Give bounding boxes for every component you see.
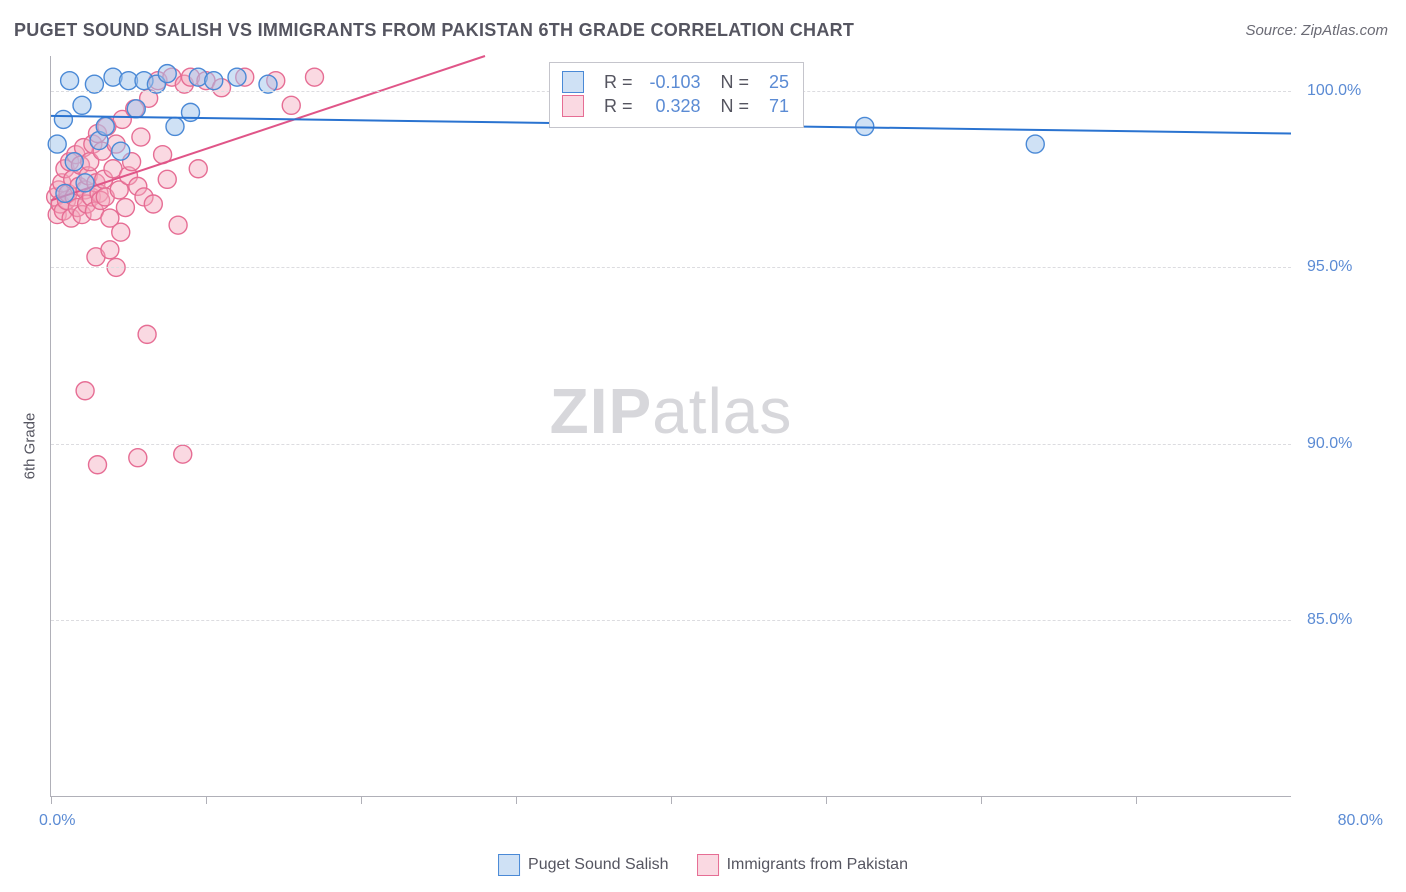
data-point	[96, 117, 114, 135]
data-point	[112, 142, 130, 160]
legend-label-1: Puget Sound Salish	[528, 856, 669, 873]
x-tick-mark	[206, 796, 207, 804]
y-tick-label: 90.0%	[1307, 435, 1377, 453]
data-point	[169, 216, 187, 234]
legend-item-2: Immigrants from Pakistan	[697, 854, 908, 876]
data-point	[1026, 135, 1044, 153]
n-label: N =	[721, 72, 750, 93]
data-point	[61, 72, 79, 90]
chart-title: PUGET SOUND SALISH VS IMMIGRANTS FROM PA…	[14, 20, 854, 41]
data-point	[205, 72, 223, 90]
x-tick-mark	[516, 796, 517, 804]
data-point	[73, 96, 91, 114]
data-point	[132, 128, 150, 146]
data-point	[306, 68, 324, 86]
y-tick-label: 85.0%	[1307, 611, 1377, 629]
legend-item-1: Puget Sound Salish	[498, 854, 669, 876]
x-tick-mark	[51, 796, 52, 804]
gridline-h	[51, 267, 1291, 268]
data-point	[138, 325, 156, 343]
data-point	[65, 153, 83, 171]
r-value: -0.103	[645, 72, 701, 93]
data-point	[48, 135, 66, 153]
stats-swatch	[562, 71, 584, 93]
data-point	[228, 68, 246, 86]
data-point	[76, 174, 94, 192]
legend-swatch-2	[697, 854, 719, 876]
x-tick-mark	[361, 796, 362, 804]
data-point	[158, 170, 176, 188]
y-tick-label: 95.0%	[1307, 258, 1377, 276]
legend-bottom: Puget Sound Salish Immigrants from Pakis…	[498, 854, 908, 876]
source-attribution: Source: ZipAtlas.com	[1245, 22, 1388, 39]
gridline-h	[51, 620, 1291, 621]
data-point	[56, 184, 74, 202]
x-tick-mark	[671, 796, 672, 804]
data-point	[166, 117, 184, 135]
x-axis-min-label: 0.0%	[39, 812, 75, 830]
stats-legend-row: R = 0.328 N = 71	[562, 95, 789, 117]
plot-area: ZIPatlas 0.0% 80.0% 85.0%90.0%95.0%100.0…	[50, 56, 1291, 797]
x-tick-mark	[1136, 796, 1137, 804]
r-value: 0.328	[645, 96, 701, 117]
data-point	[116, 199, 134, 217]
data-point	[189, 160, 207, 178]
legend-swatch-1	[498, 854, 520, 876]
n-value: 71	[761, 96, 789, 117]
n-label: N =	[721, 96, 750, 117]
data-point	[174, 445, 192, 463]
stats-legend-row: R = -0.103 N = 25	[562, 71, 789, 93]
gridline-h	[51, 444, 1291, 445]
data-point	[282, 96, 300, 114]
data-point	[54, 110, 72, 128]
data-point	[112, 223, 130, 241]
data-point	[127, 100, 145, 118]
stats-legend-box: R = -0.103 N = 25 R = 0.328 N = 71	[549, 62, 804, 128]
y-tick-label: 100.0%	[1307, 82, 1377, 100]
n-value: 25	[761, 72, 789, 93]
r-label: R =	[604, 96, 633, 117]
x-tick-mark	[981, 796, 982, 804]
x-axis-max-label: 80.0%	[1338, 812, 1383, 830]
stats-swatch	[562, 95, 584, 117]
data-point	[76, 382, 94, 400]
data-point	[89, 456, 107, 474]
chart-svg	[51, 56, 1291, 796]
legend-label-2: Immigrants from Pakistan	[727, 856, 908, 873]
r-label: R =	[604, 72, 633, 93]
data-point	[129, 449, 147, 467]
data-point	[144, 195, 162, 213]
y-axis-label: 6th Grade	[22, 413, 39, 480]
data-point	[101, 241, 119, 259]
data-point	[158, 65, 176, 83]
x-tick-mark	[826, 796, 827, 804]
